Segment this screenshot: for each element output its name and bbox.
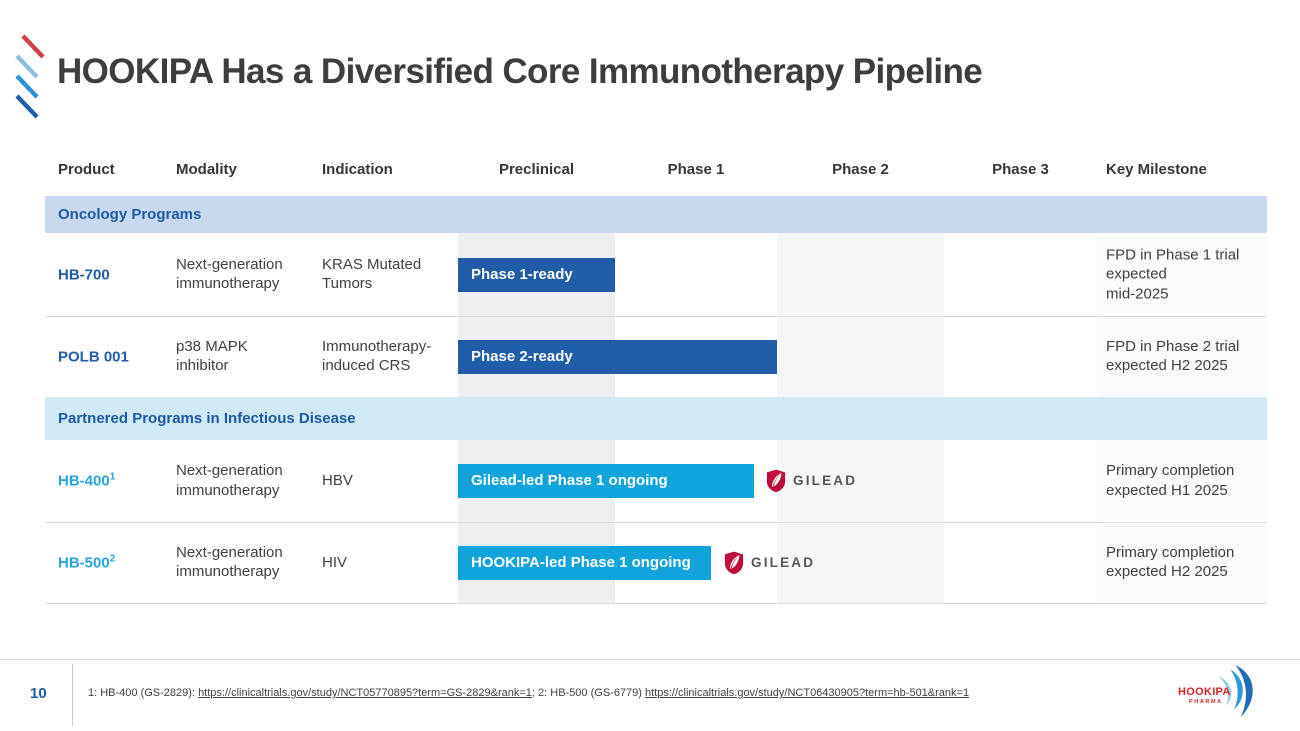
hookipa-logo: HOOKIPA PHARMA bbox=[1178, 662, 1268, 724]
milestone-cell: FPD in Phase 1 trial expected mid-2025 bbox=[1106, 245, 1284, 304]
footnote-link-2[interactable]: https://clinicaltrials.gov/study/NCT0643… bbox=[645, 687, 970, 699]
milestone-line: expected H2 2025 bbox=[1106, 563, 1228, 581]
milestone-line: FPD in Phase 2 trial bbox=[1106, 337, 1240, 355]
modality-cell: Next-generation immunotherapy bbox=[176, 462, 283, 499]
column-header-phase3: Phase 3 bbox=[992, 161, 1049, 178]
hookipa-wordmark: HOOKIPA bbox=[1178, 686, 1231, 698]
phase-bar: Phase 2-ready bbox=[458, 339, 777, 374]
milestone-cell: Primary completion expected H1 2025 bbox=[1106, 461, 1284, 501]
column-header-phase2: Phase 2 bbox=[832, 161, 889, 178]
milestone-line: Primary completion bbox=[1106, 462, 1235, 480]
partner-logo: GILEAD bbox=[724, 551, 815, 575]
section-header-partnered: Partnered Programs in Infectious Disease bbox=[45, 397, 1267, 440]
column-header-preclinical: Preclinical bbox=[498, 161, 575, 178]
deco-strokes-icon bbox=[15, 34, 45, 119]
product-name-sup: 1 bbox=[109, 471, 116, 483]
page-number: 10 bbox=[30, 685, 47, 702]
milestone-line: expected bbox=[1106, 265, 1167, 283]
footer-divider bbox=[0, 659, 1300, 660]
column-header-key-milestone: Key Milestone bbox=[1106, 161, 1207, 178]
milestone-line: expected H1 2025 bbox=[1106, 482, 1228, 499]
gilead-shield-icon bbox=[766, 469, 786, 493]
pipeline-row-hb400: HB-4001 Next-generation immunotherapy HB… bbox=[45, 440, 1267, 522]
section-header-oncology-label: Oncology Programs bbox=[58, 206, 202, 223]
product-name-text: HB-500 bbox=[58, 554, 110, 572]
footnote-link-1[interactable]: https://clinicaltrials.gov/study/NCT0577… bbox=[198, 687, 532, 699]
slide-title: HOOKIPA Has a Diversified Core Immunothe… bbox=[57, 52, 983, 91]
product-name-text: POLB 001 bbox=[58, 348, 129, 366]
phase-bar: Phase 1-ready bbox=[458, 257, 615, 292]
milestone-line: expected H2 2025 bbox=[1106, 357, 1228, 375]
section-header-oncology: Oncology Programs bbox=[45, 196, 1267, 233]
footer-vertical-rule bbox=[72, 664, 73, 726]
modality-cell: Next-generation immunotherapy bbox=[176, 543, 283, 581]
column-header-phase1: Phase 1 bbox=[667, 161, 725, 178]
milestone-line: mid-2025 bbox=[1106, 285, 1169, 303]
footnote: 1: HB-400 (GS-2829): https://clinicaltri… bbox=[88, 687, 1088, 699]
hookipa-sub-wordmark: PHARMA bbox=[1189, 699, 1223, 705]
indication-cell: KRAS Mutated Tumors bbox=[322, 255, 422, 293]
product-name-text: HB-400 bbox=[58, 472, 110, 490]
row-divider bbox=[45, 316, 1267, 317]
phase-bar: Gilead-led Phase 1 ongoing bbox=[458, 464, 754, 498]
modality-cell: Next-generation immunotherapy bbox=[176, 255, 283, 293]
column-header-indication: Indication bbox=[322, 161, 393, 178]
phase-bar: HOOKIPA-led Phase 1 ongoing bbox=[458, 545, 711, 580]
milestone-line: FPD in Phase 1 trial bbox=[1106, 245, 1240, 263]
footnote-text-1: 1: HB-400 (GS-2829): bbox=[88, 687, 199, 699]
gilead-wordmark: GILEAD bbox=[751, 554, 816, 570]
milestone-cell: Primary completion expected H2 2025 bbox=[1106, 543, 1284, 583]
modality-cell: p38 MAPK inhibitor bbox=[176, 337, 248, 375]
pipeline-row-hb500: HB-5002 Next-generation immunotherapy HI… bbox=[45, 522, 1267, 603]
column-header-product: Product bbox=[58, 161, 115, 178]
table-bottom-divider bbox=[45, 603, 1267, 604]
indication-cell: HIV bbox=[322, 553, 348, 571]
footnote-text-2: ; 2: HB-500 (GS-6779) bbox=[531, 687, 646, 699]
indication-cell: Immunotherapy-induced CRS bbox=[322, 337, 432, 375]
pipeline-row-hb700: HB-700 Next-generation immunotherapy KRA… bbox=[45, 233, 1267, 316]
product-name-sup: 2 bbox=[109, 553, 116, 565]
section-header-partnered-label: Partnered Programs in Infectious Disease bbox=[58, 410, 356, 427]
sail-icon bbox=[1217, 665, 1253, 718]
product-name: HB-700 bbox=[58, 264, 110, 285]
gilead-wordmark: GILEAD bbox=[793, 473, 858, 489]
row-divider bbox=[45, 522, 1267, 523]
product-name: POLB 001 bbox=[58, 346, 129, 367]
gilead-shield-icon bbox=[724, 551, 744, 574]
column-header-modality: Modality bbox=[176, 161, 237, 178]
product-name: HB-4001 bbox=[58, 471, 115, 492]
partner-logo: GILEAD bbox=[766, 469, 857, 493]
milestone-line: Primary completion bbox=[1106, 543, 1235, 561]
indication-cell: HBV bbox=[322, 472, 353, 490]
product-name-text: HB-700 bbox=[58, 266, 110, 284]
pipeline-row-polb001: POLB 001 p38 MAPK inhibitor Immunotherap… bbox=[45, 316, 1267, 397]
milestone-cell: FPD in Phase 2 trial expected H2 2025 bbox=[1106, 337, 1284, 377]
product-name: HB-5002 bbox=[58, 552, 115, 573]
